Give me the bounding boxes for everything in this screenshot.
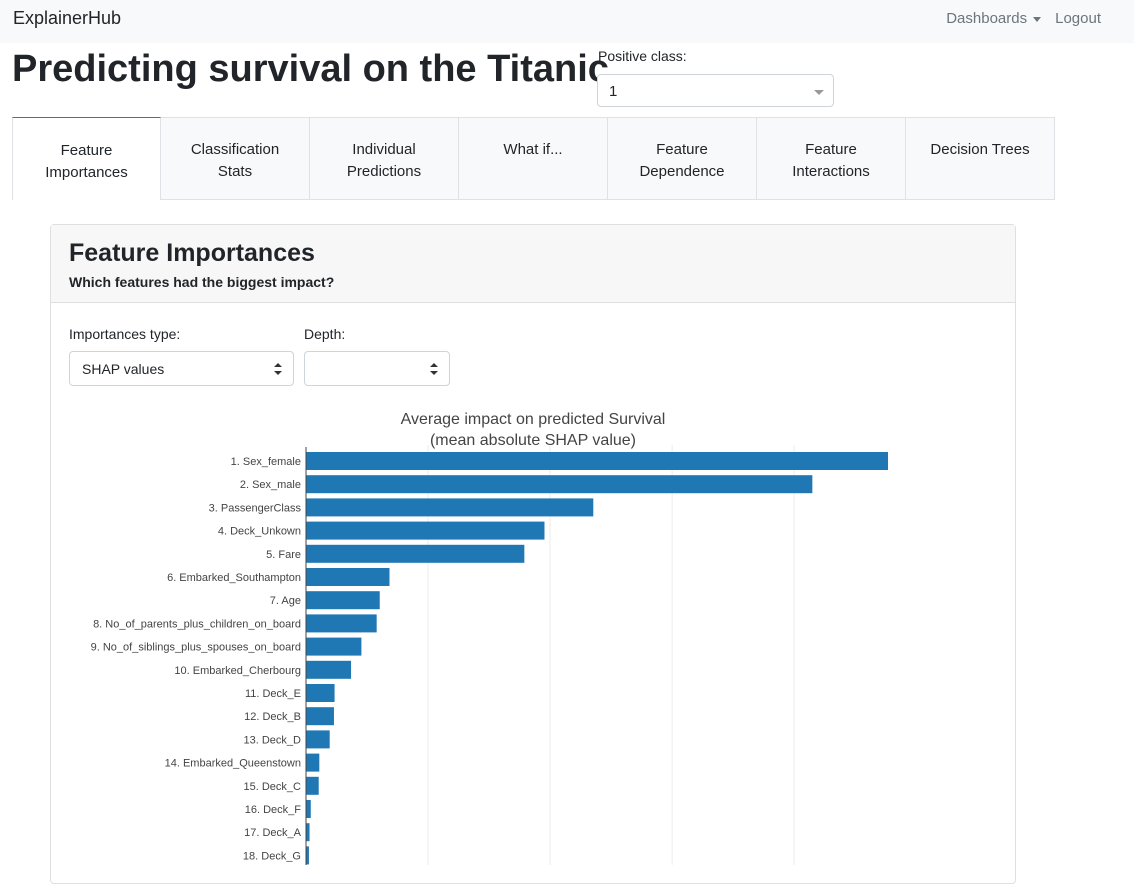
bar[interactable]	[306, 776, 319, 795]
logout-link[interactable]: Logout	[1055, 10, 1101, 27]
tick-label: 17. Deck_A	[244, 827, 302, 839]
bar[interactable]	[306, 684, 335, 702]
tab-feature-interactions[interactable]: Feature Interactions	[757, 117, 906, 200]
chevron-down-icon	[814, 90, 824, 95]
dashboards-dropdown[interactable]: Dashboards	[946, 10, 1042, 27]
feature-importances-card: Feature Importances Which features had t…	[50, 224, 1016, 884]
bar[interactable]	[306, 637, 362, 656]
bar[interactable]	[306, 498, 594, 517]
bar[interactable]	[306, 544, 525, 563]
tab-label-line1: Feature	[656, 141, 708, 158]
bar[interactable]	[306, 614, 377, 633]
tab-label-line1: Decision Trees	[930, 141, 1030, 158]
bar[interactable]	[306, 707, 334, 726]
bar[interactable]	[306, 660, 352, 679]
tab-label-line2: Stats	[217, 163, 253, 180]
tab-label-line1: What if...	[503, 141, 563, 158]
tab-feature-dependence[interactable]: Feature Dependence	[608, 117, 757, 200]
tick-label: 3. PassengerClass	[209, 502, 302, 514]
tick-label: 15. Deck_C	[244, 781, 302, 793]
positive-class-select[interactable]: 1	[597, 74, 834, 107]
positive-class-value: 1	[609, 83, 618, 100]
card-header: Feature Importances Which features had t…	[51, 225, 1015, 303]
positive-class-label: Positive class:	[598, 48, 687, 64]
tick-label: 8. No_of_parents_plus_children_on_board	[93, 618, 301, 630]
tab-label-line2: Predictions	[346, 163, 422, 180]
bar[interactable]	[306, 452, 889, 470]
card-title: Feature Importances	[69, 239, 315, 267]
bar[interactable]	[306, 568, 390, 586]
tick-label: 1. Sex_female	[231, 456, 301, 468]
tick-label: 4. Deck_Unkown	[218, 526, 301, 538]
navbar: ExplainerHub Dashboards Logout	[0, 0, 1134, 43]
importances-type-value: SHAP values	[82, 361, 165, 377]
tab-individual-predictions[interactable]: Individual Predictions	[310, 117, 459, 200]
bar[interactable]	[306, 800, 311, 818]
tab-what-if[interactable]: What if...	[459, 117, 608, 200]
tick-label: 11. Deck_E	[245, 688, 301, 700]
tab-label-line2: Dependence	[639, 163, 725, 180]
card-subtitle: Which features had the biggest impact?	[69, 274, 335, 290]
bar[interactable]	[306, 753, 320, 772]
tab-label-line2: Importances	[45, 164, 128, 181]
importances-type-label: Importances type:	[69, 326, 181, 342]
bar[interactable]	[306, 823, 310, 842]
tick-label: 18. Deck_G	[243, 850, 301, 862]
tab-label-line2: Interactions	[792, 163, 870, 180]
chart-title-line1: Average impact on predicted Survival	[400, 411, 666, 428]
tab-feature-importances[interactable]: Feature Importances	[12, 117, 161, 200]
tab-decision-trees[interactable]: Decision Trees	[906, 117, 1055, 200]
tick-label: 7. Age	[270, 595, 301, 607]
bar[interactable]	[306, 846, 309, 865]
tick-label: 13. Deck_D	[244, 734, 302, 746]
tab-label-line1: Feature	[60, 142, 113, 159]
tab-classification-stats[interactable]: Classification Stats	[161, 117, 310, 200]
page-title: Predicting survival on the Titanic	[12, 48, 609, 90]
bar[interactable]	[306, 521, 545, 540]
tick-label: 12. Deck_B	[244, 711, 301, 723]
tab-label-line1: Feature	[805, 141, 857, 158]
bar[interactable]	[306, 475, 813, 494]
caret-down-icon	[1033, 16, 1042, 22]
tick-label: 9. No_of_siblings_plus_spouses_on_board	[91, 642, 301, 654]
tick-label: 10. Embarked_Cherbourg	[174, 665, 301, 677]
dashboards-label: Dashboards	[946, 10, 1028, 27]
importances-type-select[interactable]: SHAP values	[69, 351, 294, 386]
nav-right: Dashboards Logout	[946, 10, 1101, 27]
brand-link[interactable]: ExplainerHub	[13, 8, 122, 28]
feature-importance-chart: 1. Sex_female 2. Sex_male 3. PassengerClas…	[91, 445, 889, 865]
tick-label: 2. Sex_male	[240, 479, 301, 491]
tab-label-line1: Individual	[352, 141, 416, 158]
bar[interactable]	[306, 730, 330, 749]
bar[interactable]	[306, 591, 380, 610]
tick-label: 16. Deck_F	[245, 804, 302, 816]
depth-select[interactable]	[304, 351, 450, 386]
tab-bar: Feature Importances Classification Stats…	[12, 117, 1055, 200]
tick-label: 6. Embarked_Southampton	[167, 572, 301, 584]
tick-label: 14. Embarked_Queenstown	[165, 758, 301, 770]
depth-label: Depth:	[304, 326, 346, 342]
select-arrows-icon	[430, 363, 438, 375]
chart-title: Average impact on predicted Survival (me…	[371, 409, 695, 451]
select-arrows-icon	[274, 363, 282, 375]
tab-label-line1: Classification	[190, 141, 280, 158]
chart-title-line2: (mean absolute SHAP value)	[429, 432, 637, 449]
tick-label: 5. Fare	[266, 549, 301, 561]
